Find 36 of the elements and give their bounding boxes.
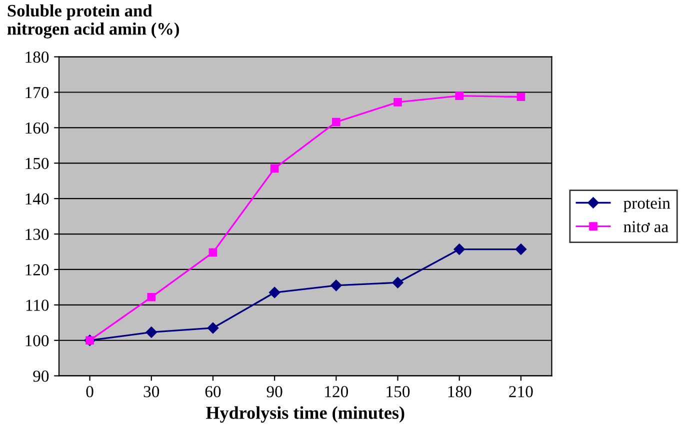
point [208, 248, 218, 257]
x-tick-label: 90 [266, 386, 282, 398]
point [207, 322, 219, 334]
x-axis-title: Hydrolysis time (minutes) [206, 406, 404, 423]
x-tick-label: 180 [448, 386, 472, 398]
y-tick-label: 110 [26, 300, 49, 311]
y-tick-label: 180 [26, 52, 49, 63]
point [332, 118, 340, 126]
point [330, 280, 342, 292]
y-tick-label: 100 [26, 335, 49, 346]
y-tick-label: 90 [33, 370, 49, 382]
point [270, 164, 279, 173]
point [454, 244, 465, 255]
point [392, 276, 404, 288]
point [394, 98, 402, 106]
y-tick-label: 150 [26, 158, 49, 170]
point [146, 326, 157, 338]
legend-label: nitơ aa [624, 221, 668, 232]
point [455, 92, 464, 100]
legend-label: protein [624, 198, 670, 212]
x-tick-label: 30 [144, 386, 160, 398]
x-tick-label: 0 [86, 386, 94, 398]
y-tick-label: 170 [26, 86, 49, 98]
chart-title: Soluble protein and nitrogen acid amin (%) [7, 4, 179, 38]
point [268, 286, 280, 298]
point [515, 244, 527, 255]
point [147, 292, 156, 302]
x-tick-label: 120 [325, 386, 348, 398]
y-tick-label: 140 [26, 193, 49, 205]
x-tick-label: 150 [386, 386, 410, 398]
x-tick-label: 60 [205, 386, 221, 398]
point [516, 92, 526, 102]
y-tick-label: 130 [26, 228, 49, 240]
x-tick-label: 210 [509, 386, 533, 398]
y-tick-label: 160 [26, 122, 49, 134]
y-tick-label: 120 [26, 264, 49, 276]
